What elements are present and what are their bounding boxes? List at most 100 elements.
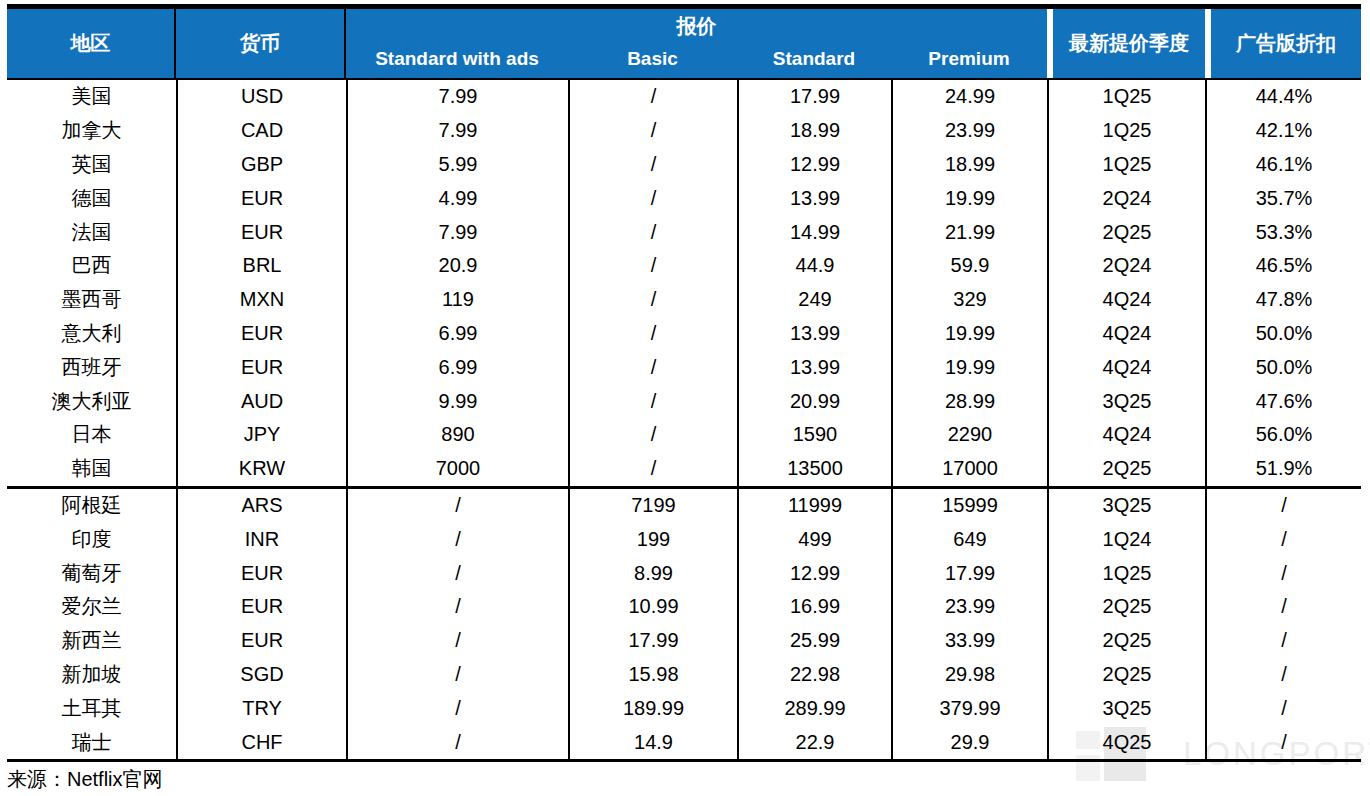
cell-region: 澳大利亚 [7,384,176,418]
cell-currency: EUR [176,590,346,624]
cell-currency: GBP [176,148,346,182]
table-row: 土耳其TRY/189.99289.99379.993Q25/ [7,691,1361,725]
cell-standard: 12.99 [737,148,891,182]
cell-region: 爱尔兰 [7,590,176,624]
cell-standard: 12.99 [737,556,891,590]
cell-discount: / [1205,489,1361,523]
cell-quarter: 2Q25 [1047,452,1205,486]
cell-basic: 17.99 [568,624,737,658]
table-row: 日本JPY890/159022904Q2456.0% [7,418,1361,452]
cell-standard-with-ads: 20.9 [346,249,568,283]
cell-premium: 17000 [891,452,1047,486]
cell-basic: / [568,181,737,215]
cell-standard-with-ads: / [346,658,568,692]
cell-discount: 53.3% [1205,215,1361,249]
cell-currency: MXN [176,283,346,317]
cell-premium: 19.99 [891,317,1047,351]
cell-standard: 289.99 [737,691,891,725]
table-row: 墨西哥MXN119/2493294Q2447.8% [7,283,1361,317]
cell-region: 美国 [7,80,176,114]
cell-standard-with-ads: 6.99 [346,317,568,351]
cell-premium: 17.99 [891,556,1047,590]
cell-basic: / [568,148,737,182]
cell-quarter: 2Q25 [1047,215,1205,249]
cell-standard-with-ads: 6.99 [346,350,568,384]
cell-standard: 22.98 [737,658,891,692]
cell-discount: / [1205,624,1361,658]
table-row: 印度INR/1994996491Q24/ [7,522,1361,556]
cell-premium: 29.98 [891,658,1047,692]
cell-quarter: 2Q25 [1047,624,1205,658]
cell-standard-with-ads: 7.99 [346,80,568,114]
table-row: 德国EUR4.99/13.9919.992Q2435.7% [7,181,1361,215]
cell-region: 西班牙 [7,350,176,384]
table-row: 加拿大CAD7.99/18.9923.991Q2542.1% [7,114,1361,148]
header-latest-hike-quarter: 最新提价季度 [1047,9,1205,78]
cell-currency: EUR [176,624,346,658]
table-row: 美国USD7.99/17.9924.991Q2544.4% [7,80,1361,114]
cell-currency: BRL [176,249,346,283]
cell-discount: 46.5% [1205,249,1361,283]
cell-basic: / [568,418,737,452]
cell-standard: 249 [737,283,891,317]
cell-region: 巴西 [7,249,176,283]
cell-quarter: 2Q24 [1047,249,1205,283]
cell-standard-with-ads: / [346,556,568,590]
cell-discount: / [1205,522,1361,556]
cell-region: 日本 [7,418,176,452]
cell-region: 英国 [7,148,176,182]
cell-standard: 13500 [737,452,891,486]
cell-standard-with-ads: / [346,590,568,624]
cell-quarter: 4Q24 [1047,317,1205,351]
cell-basic: 15.98 [568,658,737,692]
cell-currency: INR [176,522,346,556]
cell-premium: 59.9 [891,249,1047,283]
cell-premium: 2290 [891,418,1047,452]
cell-discount: / [1205,658,1361,692]
cell-premium: 29.9 [891,725,1047,759]
cell-discount: 50.0% [1205,350,1361,384]
cell-currency: EUR [176,350,346,384]
cell-currency: AUD [176,384,346,418]
table-row: 巴西BRL20.9/44.959.92Q2446.5% [7,249,1361,283]
cell-quarter: 2Q25 [1047,590,1205,624]
cell-standard-with-ads: 119 [346,283,568,317]
cell-standard: 11999 [737,489,891,523]
table-row: 爱尔兰EUR/10.9916.9923.992Q25/ [7,590,1361,624]
cell-currency: JPY [176,418,346,452]
cell-discount: 44.4% [1205,80,1361,114]
cell-standard-with-ads: 7.99 [346,114,568,148]
cell-standard-with-ads: 5.99 [346,148,568,182]
cell-quarter: 4Q24 [1047,350,1205,384]
cell-basic: / [568,249,737,283]
cell-currency: SGD [176,658,346,692]
header-plan-standard: Standard [737,40,891,78]
cell-standard: 13.99 [737,181,891,215]
cell-region: 印度 [7,522,176,556]
cell-region: 德国 [7,181,176,215]
cell-standard-with-ads: / [346,624,568,658]
header-ads-discount: 广告版折扣 [1205,9,1361,78]
cell-standard: 17.99 [737,80,891,114]
cell-discount: 42.1% [1205,114,1361,148]
cell-premium: 23.99 [891,114,1047,148]
cell-discount: / [1205,725,1361,759]
cell-region: 新西兰 [7,624,176,658]
cell-premium: 21.99 [891,215,1047,249]
cell-basic: / [568,80,737,114]
source-note: 来源：Netflix官网 [7,766,163,793]
cell-standard: 16.99 [737,590,891,624]
table-row: 瑞士CHF/14.922.929.94Q25/ [7,725,1361,759]
cell-standard: 44.9 [737,249,891,283]
cell-discount: 51.9% [1205,452,1361,486]
cell-currency: USD [176,80,346,114]
cell-quarter: 1Q25 [1047,148,1205,182]
cell-premium: 15999 [891,489,1047,523]
cell-region: 新加坡 [7,658,176,692]
cell-standard-with-ads: / [346,691,568,725]
cell-standard-with-ads: / [346,522,568,556]
cell-currency: KRW [176,452,346,486]
cell-standard-with-ads: 890 [346,418,568,452]
cell-basic: / [568,114,737,148]
cell-region: 韩国 [7,452,176,486]
